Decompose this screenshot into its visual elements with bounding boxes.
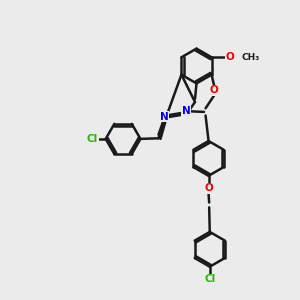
Text: CH₃: CH₃: [242, 53, 260, 62]
Text: Cl: Cl: [204, 274, 215, 284]
Text: N: N: [182, 106, 190, 116]
Text: Cl: Cl: [87, 134, 98, 144]
Text: O: O: [226, 52, 235, 62]
Text: N: N: [160, 112, 169, 122]
Text: O: O: [204, 183, 213, 194]
Text: O: O: [210, 85, 218, 95]
